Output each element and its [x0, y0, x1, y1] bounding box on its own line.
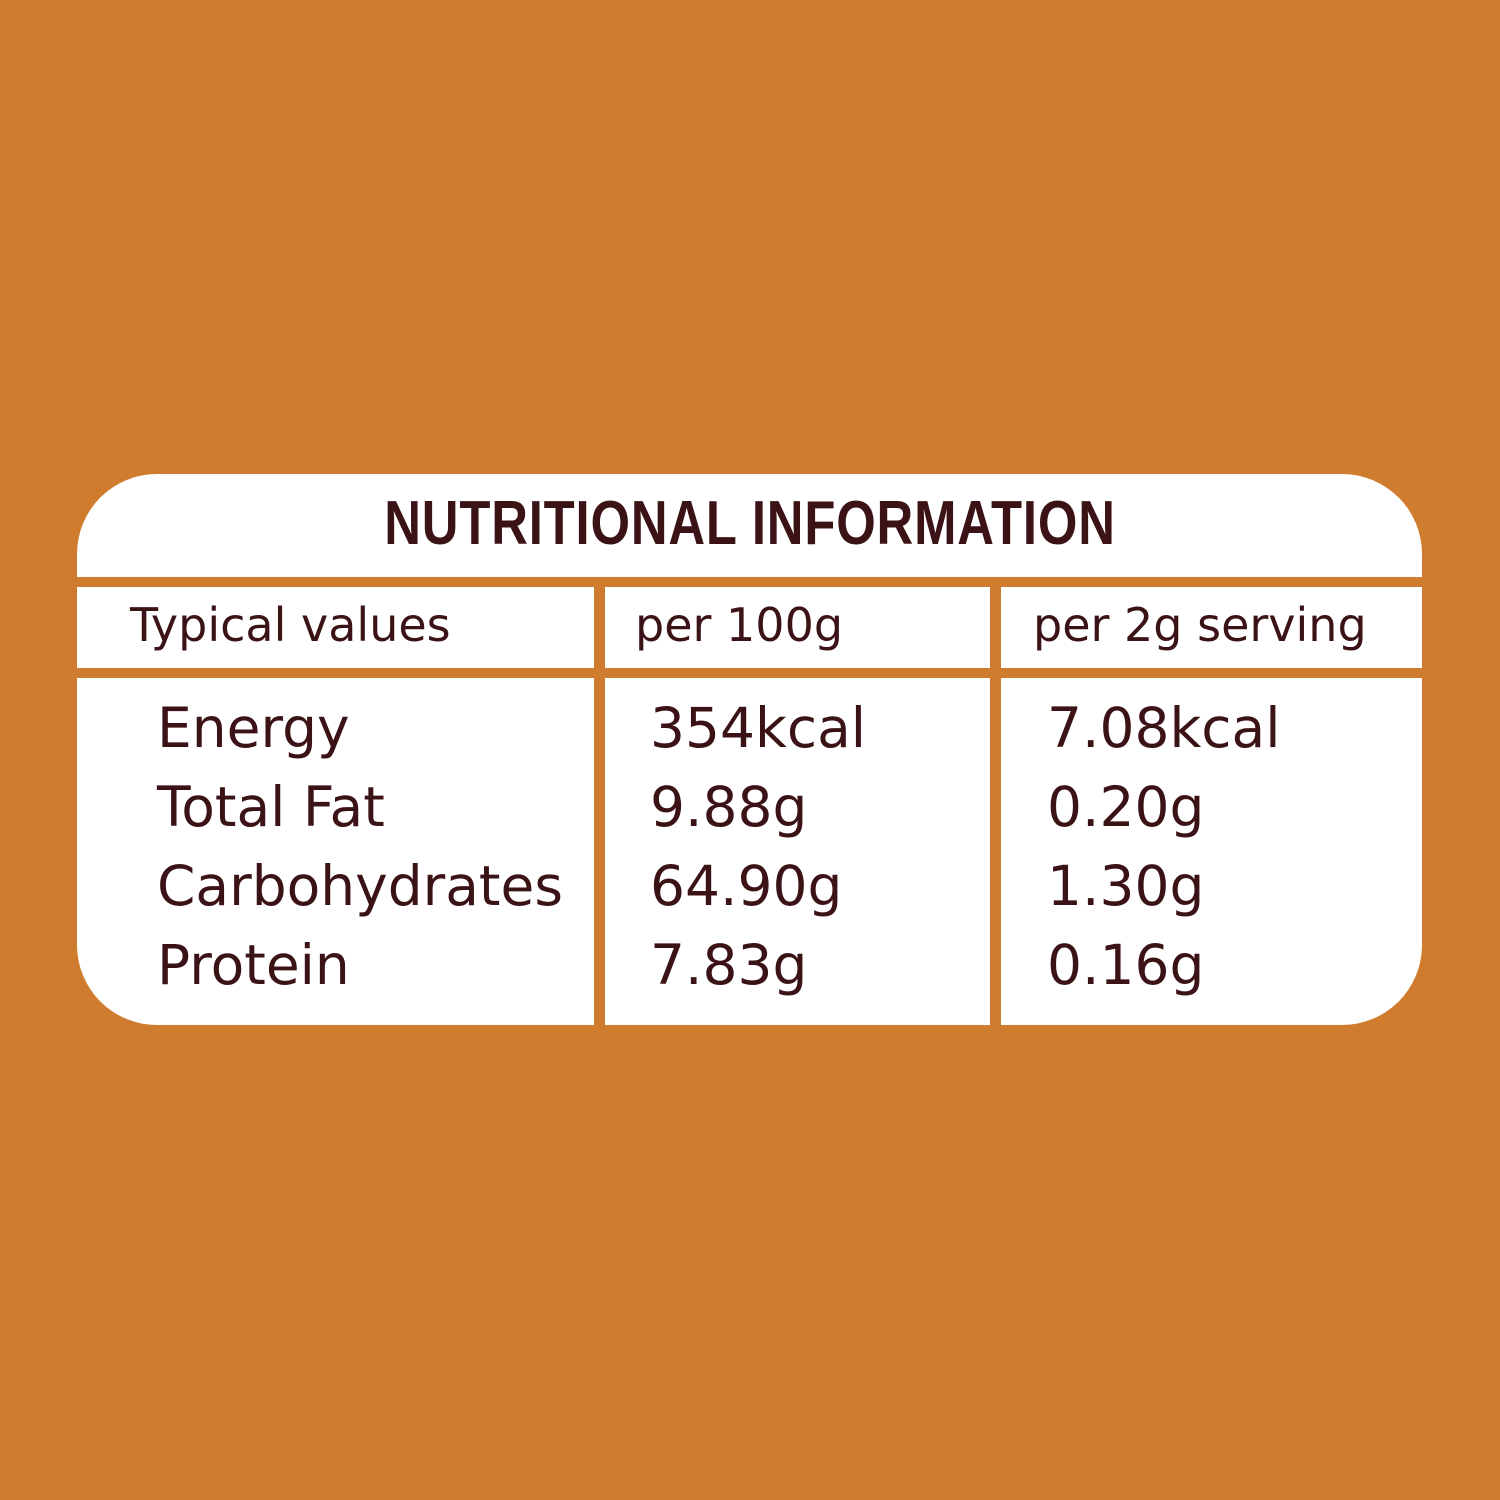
- value-per-serving: 7.08kcal: [1047, 696, 1281, 760]
- value-per-serving: 0.16g: [1047, 933, 1205, 997]
- title-panel: [77, 474, 1422, 577]
- body-cell-per-100g: [605, 678, 990, 1025]
- body-cell-per-serving: [1001, 678, 1422, 1025]
- header-cell-per-100g: [605, 587, 990, 668]
- header-typical-values: Typical values: [130, 598, 451, 652]
- body-cell-nutrients: [77, 678, 594, 1025]
- header-per-serving: per 2g serving: [1033, 598, 1367, 652]
- value-per-serving: 1.30g: [1047, 854, 1205, 918]
- nutrient-label: Energy: [157, 696, 350, 760]
- value-per-100g: 7.83g: [650, 933, 808, 997]
- nutrient-label: Total Fat: [157, 775, 385, 839]
- table-title: NUTRITIONAL INFORMATION: [384, 489, 1116, 558]
- value-per-serving: 0.20g: [1047, 775, 1205, 839]
- header-per-100g: per 100g: [635, 598, 844, 652]
- value-per-100g: 64.90g: [650, 854, 843, 918]
- nutrient-label: Carbohydrates: [157, 854, 563, 918]
- nutrient-label: Protein: [157, 933, 350, 997]
- value-per-100g: 354kcal: [650, 696, 867, 760]
- value-per-100g: 9.88g: [650, 775, 808, 839]
- header-cell-per-serving: [1001, 587, 1422, 668]
- header-cell-typical: [77, 587, 594, 668]
